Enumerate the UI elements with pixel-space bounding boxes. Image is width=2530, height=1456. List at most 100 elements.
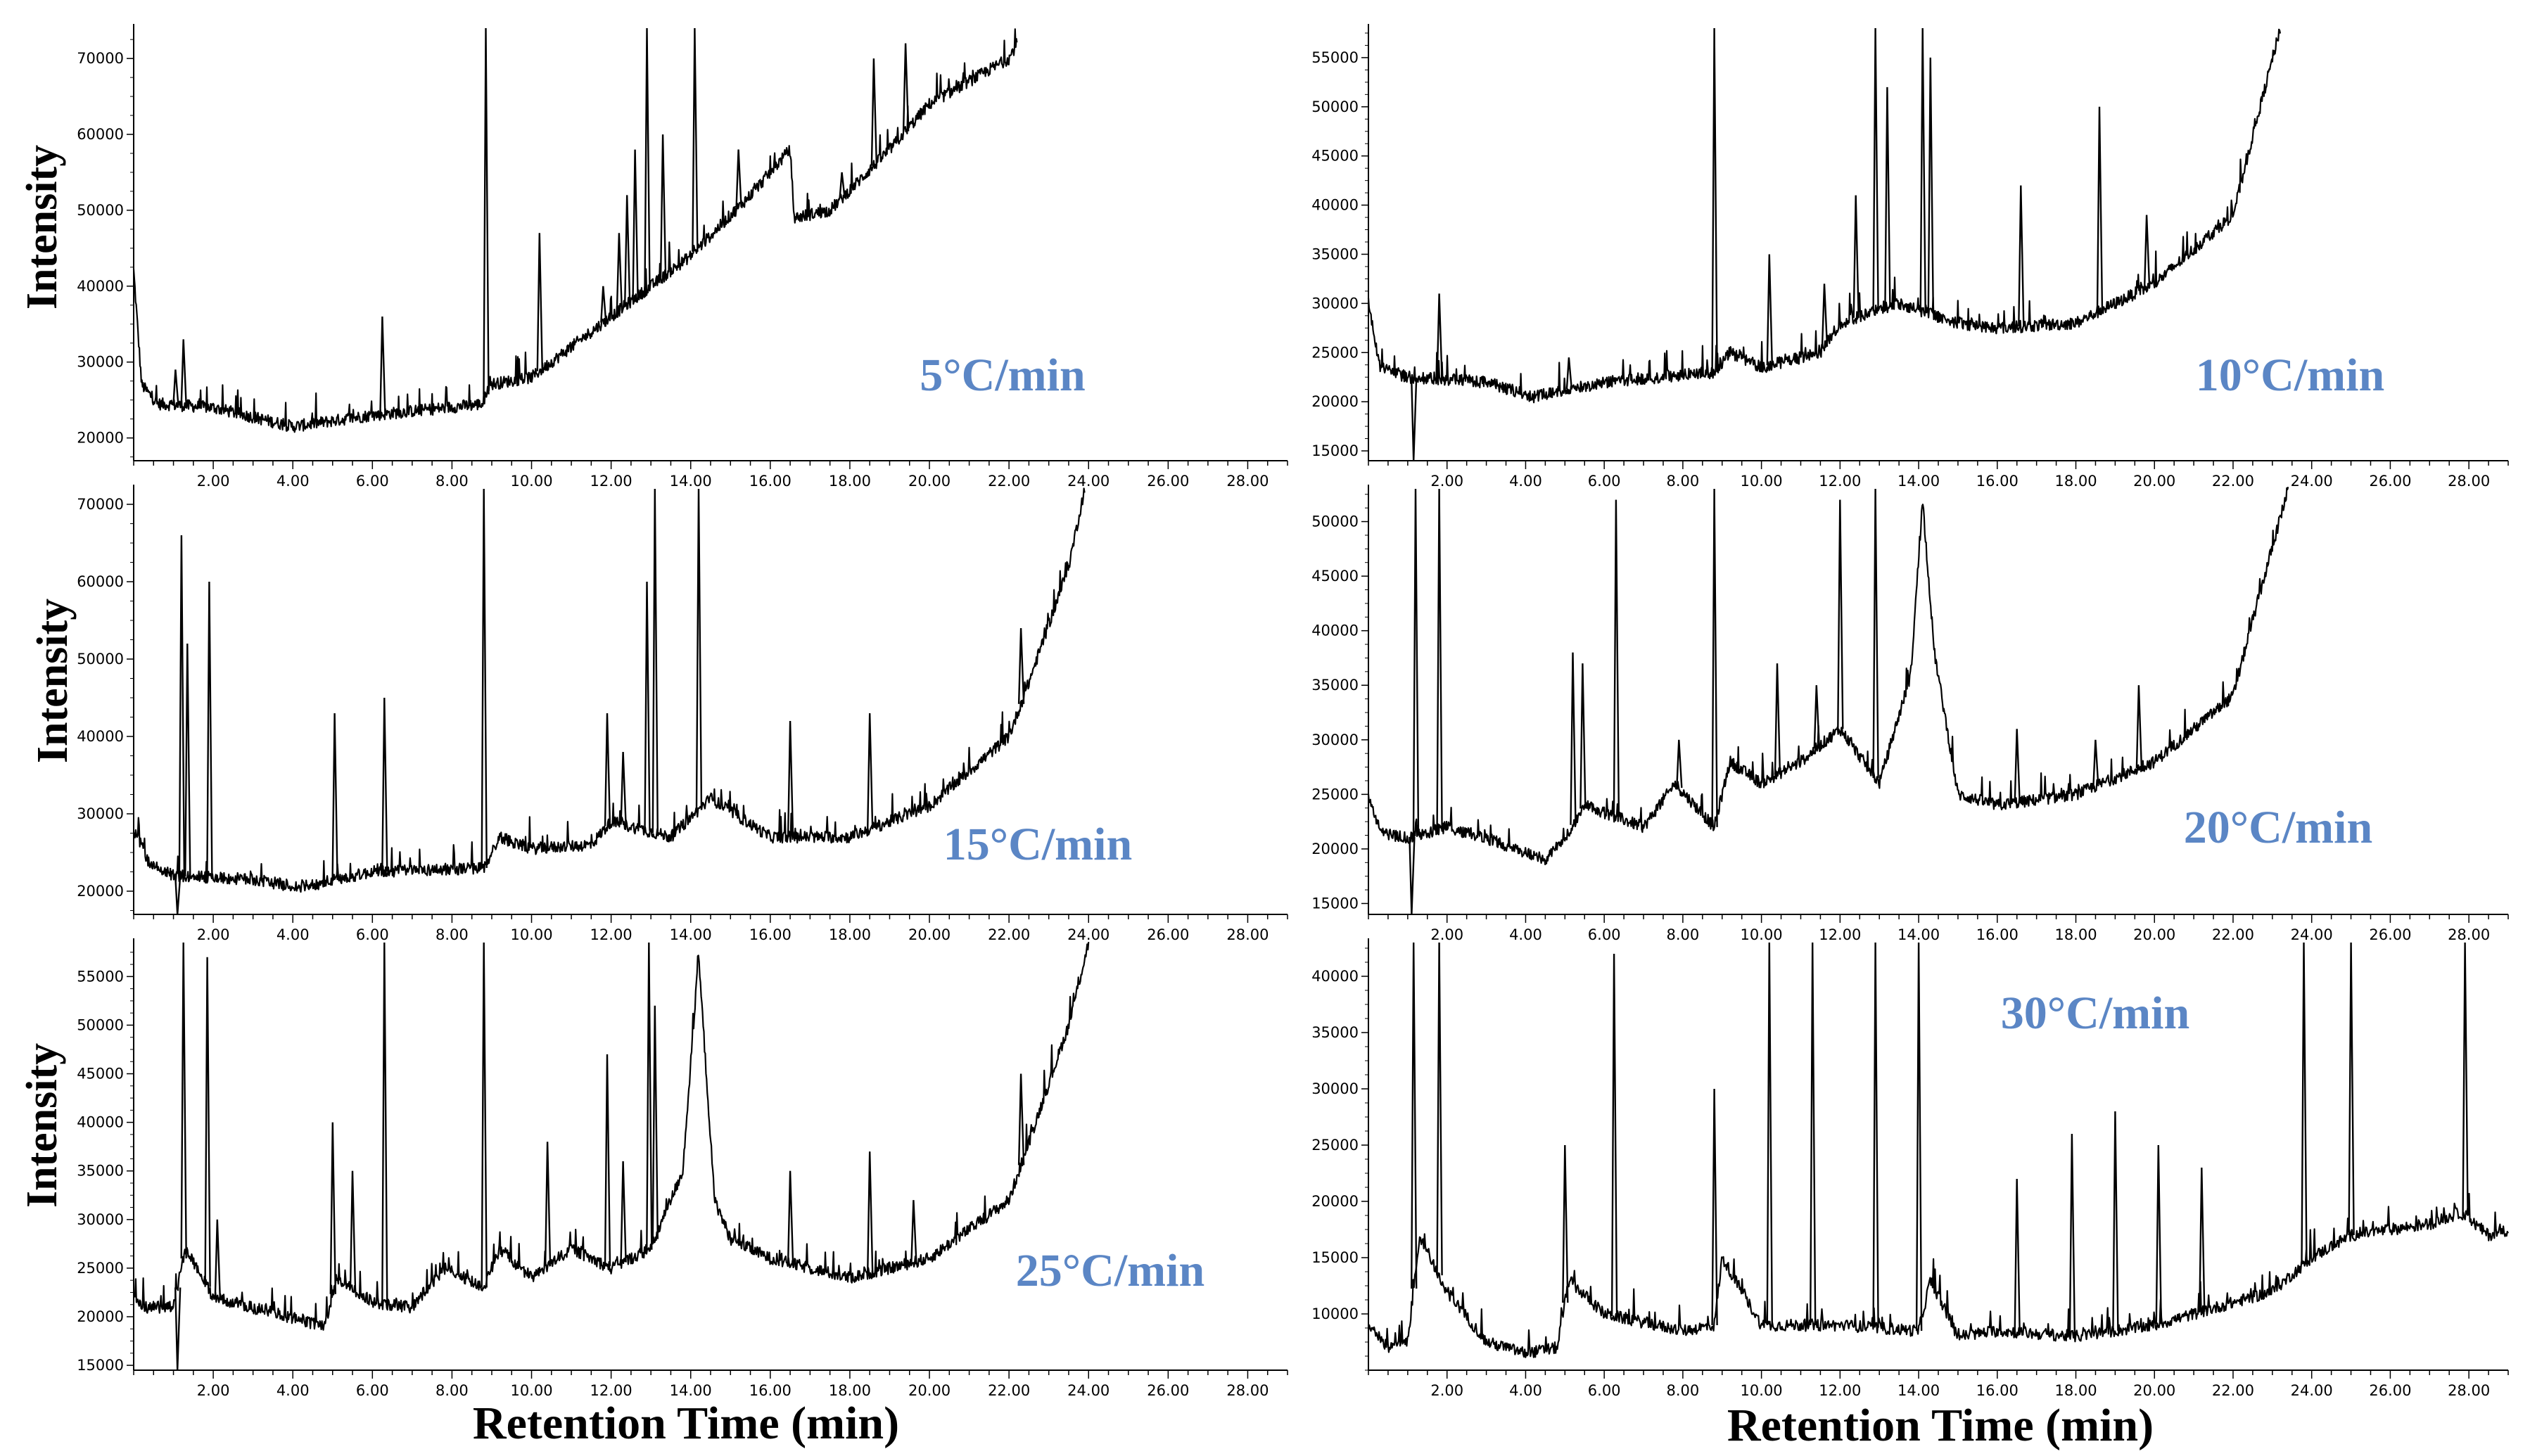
x-tick-label: 16.00 [1976, 926, 2019, 943]
chromatogram-peak [1411, 377, 1418, 461]
rate-label-25c: 25°C/min [1016, 1245, 1204, 1296]
chromatogram-peak [2018, 185, 2025, 327]
chromatogram-peak [1766, 942, 1773, 1326]
chromatogram-peak [381, 942, 388, 1304]
x-tick-label: 14.00 [670, 1382, 712, 1399]
y-tick-label: 30000 [1311, 1080, 1359, 1097]
y-tick-label: 30000 [1311, 295, 1359, 312]
y-tick-label: 70000 [77, 496, 124, 513]
chromatogram-peak [1570, 652, 1577, 825]
chromatogram-peak [624, 195, 631, 305]
chromatogram-peak [1436, 293, 1443, 380]
x-tick-label: 14.00 [1898, 926, 1940, 943]
x-axis-label-right: Retention Time (min) [1727, 1400, 2154, 1451]
x-tick-label: 2.00 [1430, 1382, 1463, 1399]
x-tick-label: 22.00 [988, 1382, 1030, 1399]
chromatogram-peak [1613, 499, 1620, 817]
x-tick-label: 18.00 [2054, 926, 2097, 943]
chromatogram-peak [2199, 1167, 2206, 1312]
x-tick-label: 24.00 [2291, 473, 2333, 490]
x-tick-label: 12.00 [590, 1382, 632, 1399]
x-tick-label: 8.00 [436, 926, 469, 943]
y-tick-label: 35000 [77, 1163, 124, 1180]
y-tick-label: 40000 [1311, 622, 1359, 639]
chromatogram-peak [481, 942, 488, 1288]
chromatogram-peak [2096, 106, 2104, 312]
panel-20c: 20°C/min [2184, 802, 2372, 853]
chromatogram-peak [604, 1054, 611, 1267]
y-axis-label-15c: Intensity [29, 599, 77, 763]
x-tick-label: 4.00 [276, 1382, 310, 1399]
panel-25c: Intensity 25°C/min Retention Time (min) [18, 1043, 1204, 1449]
y-tick-label: 50000 [77, 651, 124, 668]
y-axis-label-5c: Intensity [18, 145, 66, 309]
x-tick-label: 12.00 [590, 473, 632, 490]
chromatogram-peak [2014, 729, 2021, 803]
x-tick-label: 2.00 [197, 1382, 230, 1399]
y-tick-label: 40000 [77, 728, 124, 745]
x-tick-label: 16.00 [749, 1382, 792, 1399]
trace-baseline [132, 28, 1018, 433]
chromatogram-peak [1436, 488, 1443, 830]
chromatogram-peak [1774, 663, 1781, 775]
x-tick-label: 6.00 [1588, 473, 1621, 490]
chromatogram-peak [2112, 1111, 2119, 1332]
x-tick-label: 12.00 [1819, 1382, 1861, 1399]
x-tick-label: 24.00 [1067, 1382, 1110, 1399]
chromatogram-peak [632, 149, 639, 299]
chromatogram-peak [910, 1200, 917, 1263]
y-tick-label: 15000 [77, 1357, 124, 1374]
chromatogram-peak [1711, 1088, 1718, 1326]
chromatogram-peak [2092, 739, 2099, 786]
x-tick-label: 10.00 [510, 473, 552, 490]
chromatogram-peak [1017, 1073, 1025, 1166]
x-tick-label: 24.00 [1067, 926, 1110, 943]
x-tick-label: 26.00 [2369, 926, 2411, 943]
y-tick-label: 20000 [1311, 1193, 1359, 1210]
y-tick-label: 60000 [77, 573, 124, 590]
x-tick-label: 10.00 [510, 926, 552, 943]
panel-30c: 30°C/min Retention Time (min) [1727, 988, 2189, 1451]
x-tick-label: 22.00 [2212, 1382, 2254, 1399]
x-tick-label: 12.00 [1819, 473, 1861, 490]
chromatogram-peak [329, 1122, 336, 1294]
y-tick-label: 40000 [77, 1114, 124, 1131]
chromatogram-peak [1813, 685, 1820, 749]
y-tick-label: 25000 [77, 1260, 124, 1277]
chromatogram-peak [787, 1170, 794, 1264]
y-tick-label: 30000 [77, 805, 124, 822]
chromatogram-peak [174, 1287, 182, 1371]
x-tick-label: 24.00 [1067, 473, 1110, 490]
chromatogram-peak [1711, 27, 1718, 373]
x-tick-label: 18.00 [2054, 473, 2097, 490]
chromatogram-peak [620, 751, 627, 825]
chromatogram-peak [1411, 942, 1418, 1289]
y-tick-label: 70000 [77, 50, 124, 67]
x-tick-label: 10.00 [1741, 473, 1783, 490]
x-tick-label: 22.00 [2212, 926, 2254, 943]
plot-area-15c: 2.00 4.00 6.00 8.00 10.00 12.00 14.00 16.00 18.0… [77, 485, 1288, 943]
y-tick-label: 40000 [1311, 968, 1359, 985]
chromatogram-peak [1565, 357, 1573, 390]
x-tick-label: 6.00 [356, 473, 389, 490]
x-tick-label: 20.00 [908, 1382, 951, 1399]
x-tick-label: 28.00 [1226, 473, 1269, 490]
panel-15c: Intensity 15°C/min [29, 599, 1132, 870]
y-tick-label: 30000 [77, 1211, 124, 1228]
y-tick-label: 60000 [77, 126, 124, 143]
chromatogram-peak [172, 369, 179, 405]
chromatogram-peak [695, 488, 703, 810]
x-tick-label: 22.00 [2212, 473, 2254, 490]
x-tick-label: 20.00 [2133, 1382, 2175, 1399]
x-tick-label: 4.00 [1509, 1382, 1542, 1399]
y-tick-label: 30000 [77, 354, 124, 371]
x-tick-label: 26.00 [2369, 1382, 2411, 1399]
x-tick-label: 2.00 [1430, 926, 1463, 943]
plot-area-25c: 2.00 4.00 6.00 8.00 10.00 12.00 14.00 16.00 18.0… [77, 938, 1288, 1399]
chromatogram-peak [604, 713, 611, 826]
x-axis-label-left: Retention Time (min) [473, 1398, 899, 1449]
plot-area-20c: 2.00 4.00 6.00 8.00 10.00 12.00 14.00 16.00 18.0… [1311, 485, 2509, 943]
x-tick-label: 20.00 [2133, 926, 2175, 943]
chromatogram-peak [2135, 685, 2143, 769]
chromatogram-peak [1579, 663, 1587, 809]
